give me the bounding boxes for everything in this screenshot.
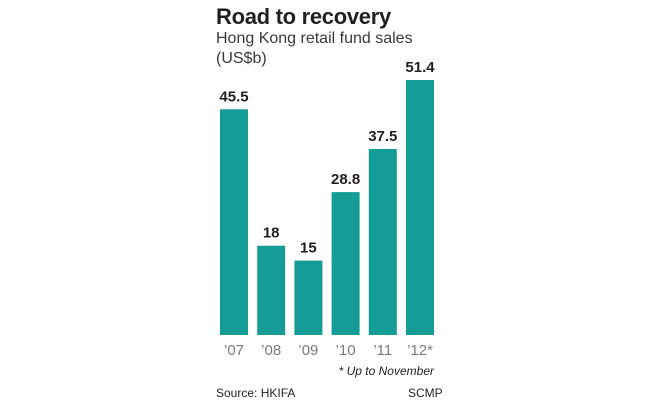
- bar-5: [406, 80, 434, 335]
- bar-3: [331, 192, 360, 335]
- bar-2: [294, 260, 323, 335]
- bar-4: [368, 148, 397, 335]
- value-label-3: 28.8: [331, 171, 360, 188]
- chart-title: Road to recovery: [216, 4, 391, 29]
- footnote: * Up to November: [338, 364, 434, 378]
- x-tick-label-5: ’12*: [407, 342, 433, 359]
- x-tick-label-2: ’09: [298, 342, 318, 359]
- chart-subtitle: Hong Kong retail fund sales (US$b): [216, 30, 413, 67]
- value-label-0: 45.5: [219, 88, 248, 105]
- x-tick-label-1: ’08: [261, 342, 281, 359]
- value-label-1: 18: [263, 225, 280, 242]
- bar-1: [257, 245, 286, 335]
- credit-note: SCMP: [408, 386, 443, 400]
- value-label-2: 15: [300, 240, 317, 257]
- x-tick-label-4: ’11: [373, 342, 392, 359]
- x-tick-label-3: ’10: [336, 342, 356, 359]
- bar-0: [220, 109, 248, 335]
- value-label-4: 37.5: [368, 128, 397, 145]
- value-label-5: 51.4: [405, 59, 435, 76]
- x-tick-label-0: ’07: [224, 342, 244, 359]
- source-note: Source: HKIFA: [216, 386, 296, 400]
